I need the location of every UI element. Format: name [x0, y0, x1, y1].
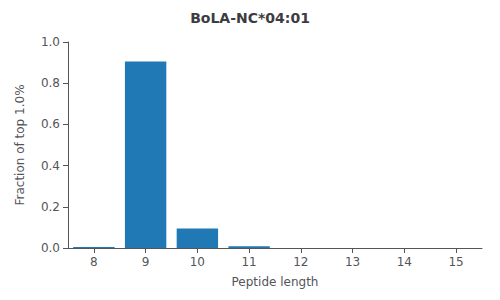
- svg-text:0.8: 0.8: [41, 76, 60, 90]
- svg-text:15: 15: [448, 255, 463, 269]
- svg-text:14: 14: [397, 255, 412, 269]
- svg-text:Peptide length: Peptide length: [232, 275, 319, 289]
- svg-text:10: 10: [190, 255, 205, 269]
- svg-text:11: 11: [241, 255, 256, 269]
- svg-text:8: 8: [90, 255, 98, 269]
- svg-text:Fraction of top 1.0%: Fraction of top 1.0%: [13, 84, 27, 205]
- svg-text:0.6: 0.6: [41, 117, 60, 131]
- svg-text:12: 12: [293, 255, 308, 269]
- svg-text:0.4: 0.4: [41, 159, 60, 173]
- svg-text:BoLA-NC*04:01: BoLA-NC*04:01: [190, 10, 310, 26]
- svg-text:13: 13: [345, 255, 360, 269]
- svg-text:0.2: 0.2: [41, 200, 60, 214]
- svg-text:9: 9: [142, 255, 150, 269]
- svg-text:1.0: 1.0: [41, 35, 60, 49]
- svg-text:0.0: 0.0: [41, 241, 60, 255]
